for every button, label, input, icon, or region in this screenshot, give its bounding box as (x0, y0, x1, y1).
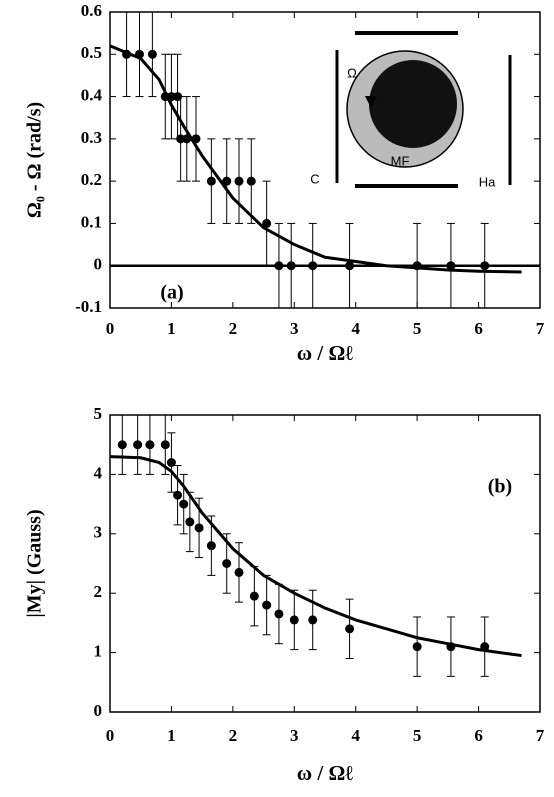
x-tick-label: 5 (413, 319, 422, 338)
inset-label: MF (391, 153, 410, 168)
data-point (191, 134, 201, 144)
arrow (365, 96, 377, 108)
data-point (345, 261, 355, 271)
data-point (262, 600, 272, 610)
data-point (206, 176, 216, 186)
data-point (134, 49, 144, 59)
x-tick-label: 7 (536, 319, 545, 338)
data-point (480, 261, 490, 271)
data-point (345, 624, 355, 634)
data-point (133, 440, 143, 450)
data-point (222, 559, 232, 568)
data-point (289, 615, 299, 625)
data-point (160, 440, 170, 450)
y-axis-label: |My| (Gauss) (24, 509, 46, 617)
panel-label: (a) (160, 282, 183, 304)
inner-sphere (369, 60, 457, 148)
data-point (147, 49, 157, 59)
y-tick-label: -0.1 (75, 297, 102, 316)
data-point (412, 642, 422, 652)
data-point (274, 609, 284, 619)
data-point (480, 642, 490, 652)
plot-frame (109, 11, 541, 309)
data-point (446, 261, 456, 271)
y-tick-label: 0.4 (81, 85, 103, 104)
x-axis-label: ω / Ωℓ (297, 341, 354, 365)
x-tick-label: 2 (229, 319, 238, 338)
y-tick-label: 0.1 (81, 212, 102, 231)
y-tick-label: 4 (94, 463, 103, 482)
x-tick-label: 5 (413, 726, 422, 745)
x-tick-label: 3 (290, 319, 299, 338)
x-tick-label: 6 (474, 319, 483, 338)
data-point (194, 523, 204, 533)
y-tick-label: 0.5 (81, 43, 102, 62)
inset-label: Ω (347, 65, 357, 80)
inset-diagram (335, 31, 512, 188)
y-tick-label: 3 (94, 523, 103, 542)
inset-label: C (310, 171, 319, 186)
data-point (446, 642, 456, 652)
x-tick-label: 1 (167, 726, 176, 745)
x-tick-label: 3 (290, 726, 299, 745)
y-tick-label: 0.6 (81, 1, 102, 20)
data-point (117, 440, 127, 450)
y-tick-label: 0 (94, 701, 103, 720)
data-point (222, 176, 232, 186)
data-point (249, 591, 259, 601)
x-axis-label: ω / Ωℓ (297, 761, 354, 785)
y-tick-label: 0 (94, 255, 103, 274)
y-tick-label: 0.2 (81, 170, 102, 189)
x-tick-label: 4 (351, 726, 360, 745)
data-point (286, 261, 296, 271)
data-point (234, 176, 244, 186)
x-tick-label: 4 (351, 319, 360, 338)
data-point (145, 440, 155, 450)
data-point (166, 458, 176, 468)
data-point (274, 261, 284, 271)
data-point (246, 176, 256, 186)
inset-label: Ha (479, 174, 496, 189)
data-point (173, 490, 183, 500)
data-point (185, 517, 195, 527)
x-tick-label: 0 (106, 726, 115, 745)
y-tick-label: 2 (94, 582, 103, 601)
x-tick-label: 1 (167, 319, 176, 338)
plot-frame (109, 414, 541, 713)
panel-label: (b) (488, 476, 512, 498)
y-tick-label: 0.3 (81, 128, 102, 147)
data-point (179, 499, 189, 509)
x-tick-label: 2 (229, 726, 238, 745)
data-point (308, 615, 318, 625)
x-tick-label: 7 (536, 726, 545, 745)
y-tick-label: 5 (94, 404, 103, 423)
data-point (234, 567, 244, 577)
data-point (412, 261, 422, 271)
y-tick-label: 1 (94, 642, 103, 661)
x-tick-label: 6 (474, 726, 483, 745)
data-point (122, 49, 132, 59)
data-point (182, 134, 192, 144)
data-point (206, 541, 216, 551)
x-tick-label: 0 (106, 319, 115, 338)
data-point (308, 261, 318, 271)
data-point (262, 218, 272, 228)
y-axis-label: Ω₀ - Ω (rad/s) (24, 102, 46, 218)
